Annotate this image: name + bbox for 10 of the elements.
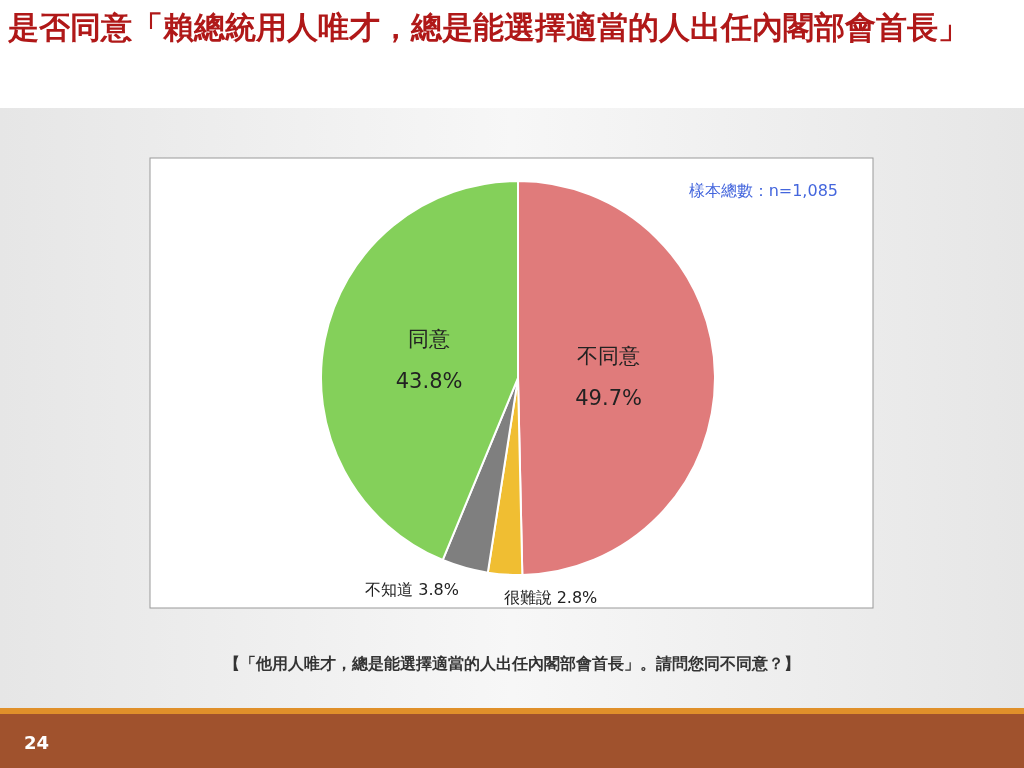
chart-title: 是否同意「賴總統用人唯才，總是能選擇適當的人出任內閣部會首長」 <box>8 8 970 47</box>
slice-label: 不知道 3.8% <box>365 579 459 599</box>
text: 24 <box>24 732 50 753</box>
text: 【「他用人唯才，總是能選擇適當的人出任內閣部會首長」。請問您同不同意？】 <box>224 654 800 673</box>
slice-label: 同意 <box>408 327 451 352</box>
slice-label: 很難說 2.8% <box>503 587 598 607</box>
slice-label: 不同意 <box>577 344 641 368</box>
text: 樣本總數：n=1,085 <box>688 181 838 200</box>
data-label: 49.7% <box>575 386 642 410</box>
data-label: 43.8% <box>395 369 463 394</box>
